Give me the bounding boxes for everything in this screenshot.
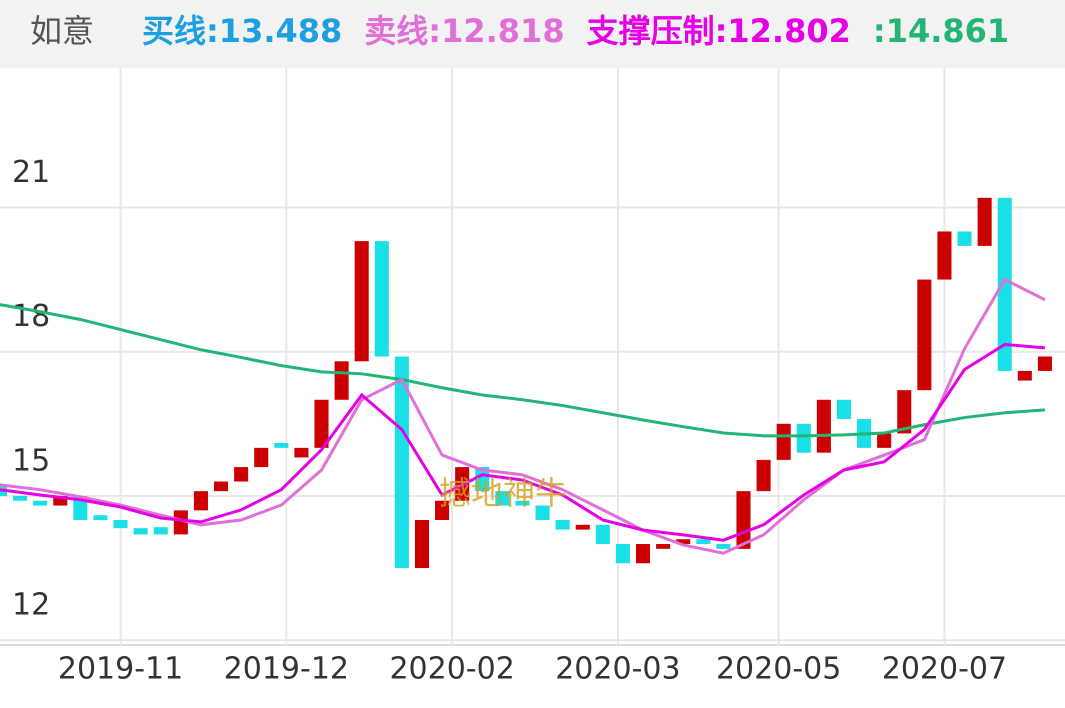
candle-body — [656, 544, 671, 549]
y-tick-label: 12 — [12, 588, 50, 623]
y-tick-label: 18 — [12, 299, 50, 334]
candle-body — [495, 491, 510, 506]
candle-body — [133, 528, 148, 535]
x-tick-label: 2020-07 — [882, 652, 1007, 687]
x-tick-label: 2019-12 — [224, 652, 349, 687]
candle-body — [475, 467, 490, 492]
candle-body — [93, 515, 108, 520]
candle-body — [535, 505, 550, 520]
candle-body — [53, 495, 68, 506]
candle-body — [836, 399, 851, 420]
candle-body — [877, 433, 892, 448]
header-item: 买线:13.488 — [142, 12, 342, 50]
candle-body — [575, 524, 590, 530]
candle-body — [796, 423, 811, 453]
header-title: 如意 — [30, 12, 94, 50]
candle-body — [515, 500, 530, 506]
x-tick-label: 2020-02 — [389, 652, 514, 687]
candle-body — [294, 447, 309, 458]
candle-body — [193, 491, 208, 511]
candle-body — [13, 495, 28, 501]
candle-body — [435, 500, 450, 520]
candle-body — [33, 500, 48, 506]
candle-body — [816, 399, 831, 453]
candle-body — [234, 467, 249, 482]
candle-body — [1017, 370, 1032, 381]
indicator-line — [0, 277, 1046, 555]
candle-body — [73, 495, 88, 520]
candle-body — [214, 481, 229, 492]
candle-body — [555, 519, 570, 530]
header-item: 卖线:12.818 — [364, 12, 564, 50]
candle-body — [615, 544, 630, 564]
y-tick-label: 15 — [12, 443, 50, 478]
indicator-line — [0, 342, 1046, 542]
candle-body — [153, 527, 168, 535]
watermark: 撼地神牛 — [439, 474, 567, 512]
candle-body — [374, 241, 389, 357]
candle-body — [957, 231, 972, 246]
candle-body — [334, 361, 349, 400]
candle-body — [676, 539, 691, 545]
candle-body — [977, 197, 992, 246]
header-bar — [0, 0, 1065, 68]
header-items: 买线:13.488 卖线:12.818 支撑压制:12.802 :14.861 — [142, 12, 1009, 50]
x-tick-label: 2020-05 — [716, 652, 841, 687]
candle-body — [274, 443, 289, 448]
candle-body — [595, 524, 610, 545]
candle-body — [897, 390, 912, 434]
candle-body — [756, 459, 771, 492]
candle-body — [394, 356, 409, 569]
candle-body — [113, 519, 128, 529]
candle-body — [997, 197, 1012, 371]
candle-body — [635, 544, 651, 564]
candle-body — [254, 447, 269, 468]
candle-body — [917, 279, 932, 391]
candle-body — [776, 423, 791, 460]
x-tick-label: 2019-11 — [58, 652, 183, 687]
candle-body — [414, 519, 430, 569]
candle-body — [1037, 356, 1052, 371]
candle-body — [716, 544, 731, 549]
candle-body — [314, 399, 329, 448]
header-item: 支撑压制:12.802 — [587, 12, 851, 50]
y-tick-label: 21 — [12, 155, 50, 190]
candle-body — [937, 231, 952, 280]
indicator-line — [0, 303, 1046, 438]
header-item: :14.861 — [873, 12, 1009, 50]
candle-body — [173, 510, 188, 535]
candle-body — [696, 539, 711, 545]
x-tick-label: 2020-03 — [555, 652, 680, 687]
candle-body — [354, 241, 369, 362]
